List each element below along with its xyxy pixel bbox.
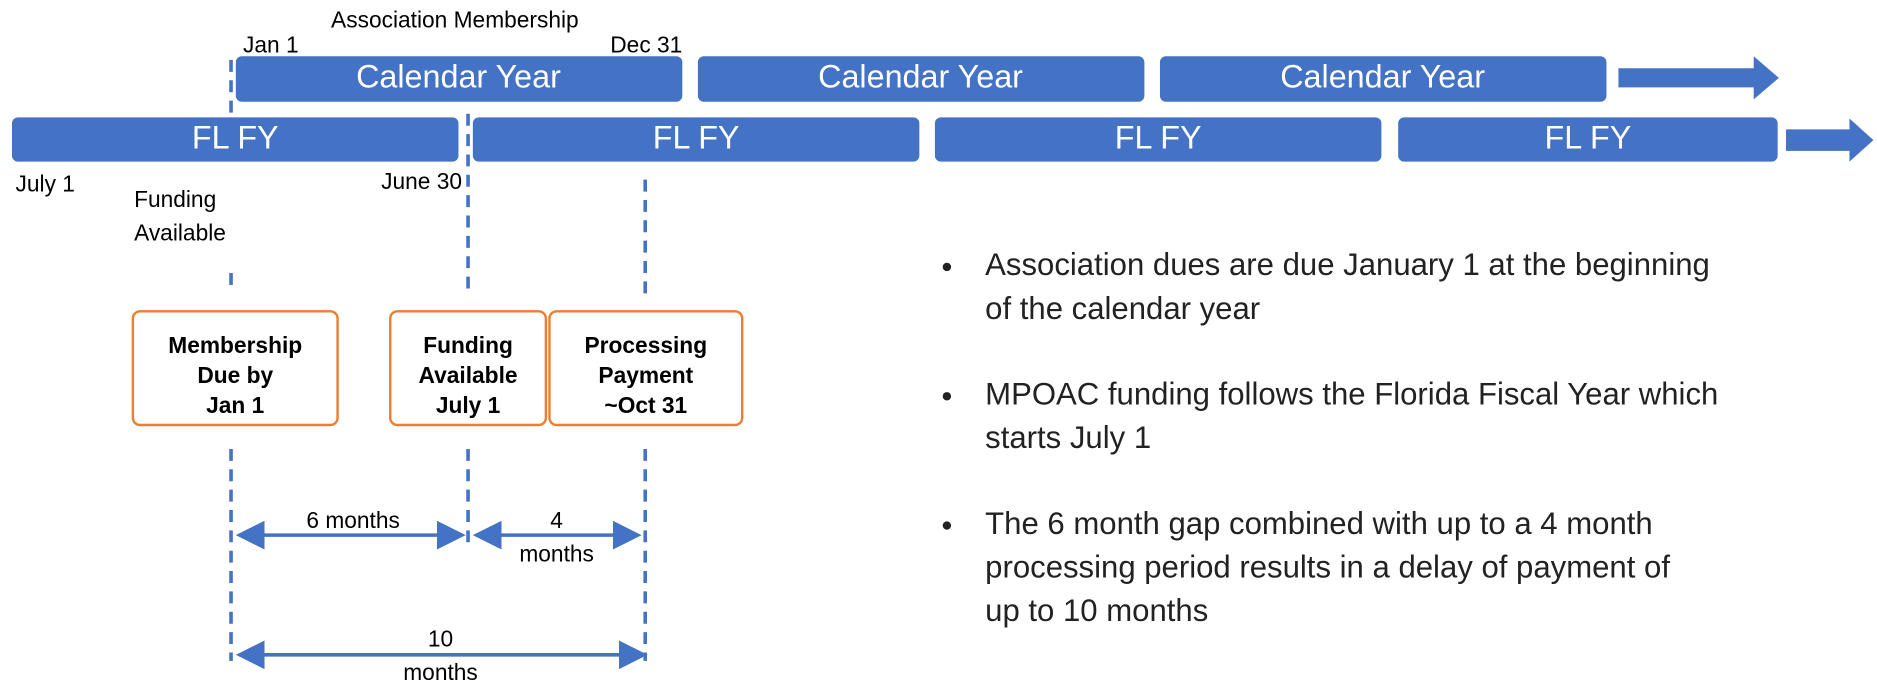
arrow — [1618, 56, 1779, 100]
box-line: Due by — [197, 362, 273, 388]
bullet-line: MPOAC funding follows the Florida Fiscal… — [985, 376, 1718, 411]
calendar-bar — [1159, 56, 1607, 102]
bar-label: Calendar Year — [818, 59, 1023, 95]
bullet-line: processing period results in a delay of … — [985, 549, 1670, 584]
box-line: Payment — [598, 362, 693, 388]
fiscal-bar — [11, 117, 459, 162]
span-label: months — [403, 659, 478, 685]
bar-label: FL FY — [192, 120, 279, 156]
box-line: Available — [419, 362, 518, 388]
arrow — [1786, 118, 1874, 162]
box-line: July 1 — [436, 392, 501, 418]
bullet-line: up to 10 months — [985, 593, 1208, 628]
bar-label: FL FY — [653, 120, 740, 156]
box-line: Membership — [168, 332, 302, 358]
box-line: Jan 1 — [206, 392, 264, 418]
box-line: Funding — [423, 332, 513, 358]
date-label: July 1 — [16, 171, 75, 197]
fiscal-bar — [1398, 117, 1778, 162]
bullet-line: starts July 1 — [985, 420, 1151, 455]
date-label: June 30 — [381, 168, 462, 194]
span-label: 4 — [550, 507, 563, 533]
box — [548, 310, 744, 427]
box-line: ~Oct 31 — [604, 392, 687, 418]
bar-label: FL FY — [1545, 120, 1632, 156]
span-arrows — [235, 520, 648, 670]
span-label: months — [519, 540, 594, 566]
bullet-line: The 6 month gap combined with up to a 4 … — [985, 506, 1653, 541]
note-line: Available — [134, 220, 226, 246]
calendar-bar — [697, 56, 1145, 102]
calendar-bar — [235, 56, 683, 102]
date-label: Dec 31 — [610, 32, 682, 58]
note-line: Funding — [134, 186, 216, 212]
dashed-guides — [229, 59, 648, 661]
span-label: 6 months — [306, 507, 400, 533]
header-title: Association Membership — [331, 7, 579, 33]
bar-label: FL FY — [1115, 120, 1202, 156]
bar-label: Calendar Year — [356, 59, 561, 95]
bullet-line: Association dues are due January 1 at th… — [985, 247, 1710, 282]
span-label: 10 — [428, 625, 453, 651]
fiscal-bar — [934, 117, 1382, 162]
date-label: Jan 1 — [243, 32, 299, 58]
bar-label: Calendar Year — [1280, 59, 1485, 95]
fiscal-bar — [472, 117, 920, 162]
box-line: Processing — [585, 332, 708, 358]
bullet-dots — [942, 262, 952, 530]
bullet-line: of the calendar year — [985, 291, 1260, 326]
box — [131, 310, 339, 427]
box — [389, 310, 548, 427]
